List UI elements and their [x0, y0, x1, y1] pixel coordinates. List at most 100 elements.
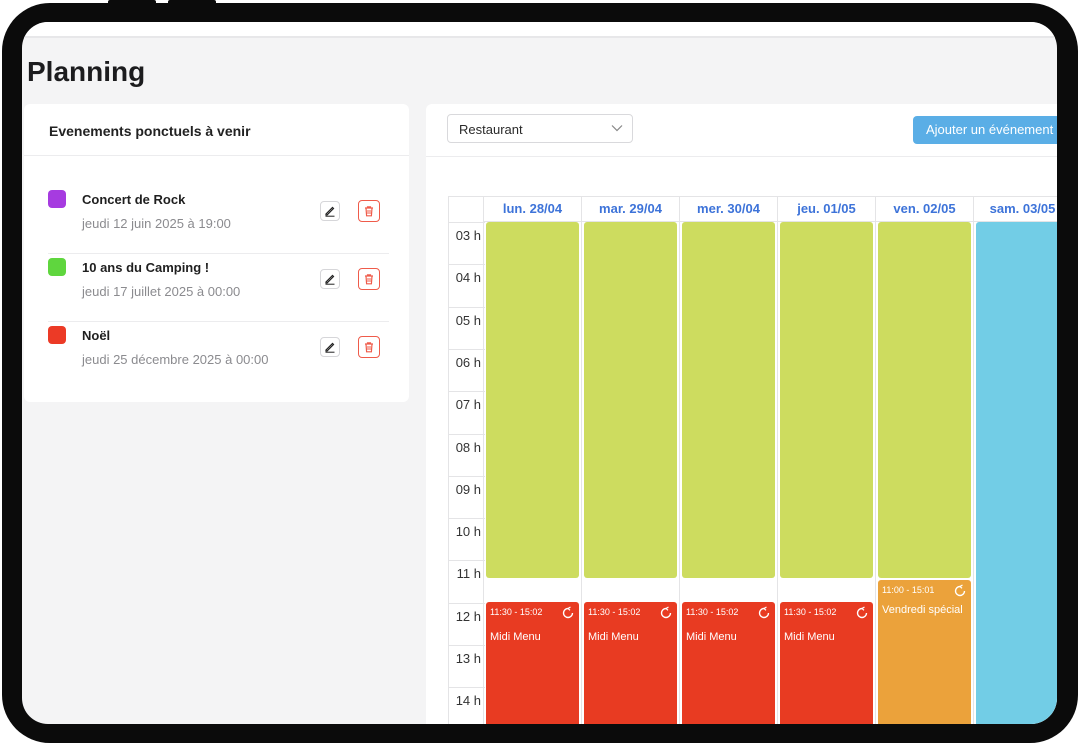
- hour-row: 14 h: [449, 687, 485, 724]
- hour-row: 03 h: [449, 222, 485, 264]
- event-title: Midi Menu: [784, 631, 835, 643]
- hour-label: 08 h: [455, 439, 481, 455]
- edit-button[interactable]: [320, 269, 340, 289]
- event-time: 11:30 - 15:02: [588, 607, 641, 617]
- recurring-icon: [856, 606, 868, 619]
- venue-select-value: Restaurant: [459, 122, 523, 137]
- recurring-icon: [562, 606, 574, 619]
- closed-block[interactable]: [878, 222, 971, 578]
- hour-label: 04 h: [455, 270, 481, 286]
- hour-label: 14 h: [455, 693, 481, 709]
- week-calendar-grid: 03 h 04 h 05 h 06 h 07 h 08 h 09 h 10 h 11 h 12 h…: [448, 196, 1057, 724]
- hour-row: 09 h: [449, 475, 485, 518]
- chevron-down-icon: [611, 125, 623, 132]
- top-bar: [22, 22, 1057, 38]
- hour-label: 07 h: [455, 397, 481, 413]
- event-time: 11:30 - 15:02: [686, 607, 739, 617]
- event-color-swatch: [48, 258, 66, 276]
- day-header[interactable]: mer. 30/04: [680, 197, 777, 222]
- event-name: Concert de Rock: [82, 192, 186, 207]
- day-column: jeu. 01/05 11:30 - 15:02 Midi Menu: [778, 196, 876, 724]
- hour-row: 08 h: [449, 433, 485, 476]
- pencil-icon: [325, 274, 335, 285]
- day-header[interactable]: sam. 03/05: [974, 197, 1057, 222]
- event-date: jeudi 17 juillet 2025 à 00:00: [82, 284, 241, 299]
- hour-row: 12 h: [449, 602, 485, 645]
- hour-label: 12 h: [455, 608, 481, 624]
- calendar-toolbar: Restaurant Ajouter un événement: [426, 104, 1057, 157]
- event-title: Midi Menu: [588, 631, 639, 643]
- add-event-button[interactable]: Ajouter un événement: [913, 116, 1057, 144]
- volume-button: [108, 0, 156, 6]
- event-title: Midi Menu: [490, 631, 541, 643]
- hour-row: 13 h: [449, 645, 485, 687]
- event-name: 10 ans du Camping !: [82, 260, 210, 275]
- closed-block[interactable]: [780, 222, 873, 578]
- event-color-swatch: [48, 326, 66, 344]
- event-time: 11:30 - 15:02: [490, 607, 543, 617]
- time-column: 03 h 04 h 05 h 06 h 07 h 08 h 09 h 10 h 11 h 12 h…: [448, 196, 485, 724]
- day-header[interactable]: lun. 28/04: [484, 197, 581, 222]
- closed-block[interactable]: [682, 222, 775, 578]
- recurring-icon: [758, 606, 770, 619]
- day-column: mar. 29/04 11:30 - 15:02 Midi Menu: [582, 196, 680, 724]
- volume-button: [168, 0, 216, 6]
- day-column: lun. 28/04 11:30 - 15:02 Midi Menu: [484, 196, 582, 724]
- delete-button[interactable]: [358, 268, 380, 290]
- hour-row: 05 h: [449, 306, 485, 349]
- calendar-event[interactable]: 11:30 - 15:02 Midi Menu: [682, 602, 775, 724]
- hour-label: 05 h: [455, 312, 481, 328]
- calendar-panel: Restaurant Ajouter un événement 03 h 04 h…: [426, 104, 1057, 724]
- hour-row: 10 h: [449, 518, 485, 560]
- event-date: jeudi 25 décembre 2025 à 00:00: [82, 352, 269, 367]
- event-item: 10 ans du Camping ! jeudi 17 juillet 202…: [48, 254, 389, 322]
- card-header: Evenements ponctuels à venir: [24, 104, 409, 156]
- event-item: Noël jeudi 25 décembre 2025 à 00:00: [48, 322, 389, 389]
- event-title: Vendredi spécial: [882, 604, 963, 616]
- event-name: Noël: [82, 328, 111, 343]
- pencil-icon: [325, 206, 335, 217]
- hour-label: 13 h: [455, 651, 481, 666]
- venue-select[interactable]: Restaurant: [447, 114, 633, 143]
- hour-row: 06 h: [449, 348, 485, 391]
- day-column: sam. 03/05: [974, 196, 1057, 724]
- event-item: Concert de Rock jeudi 12 juin 2025 à 19:…: [48, 186, 389, 254]
- recurring-icon: [954, 584, 966, 597]
- event-date: jeudi 12 juin 2025 à 19:00: [82, 216, 231, 231]
- trash-icon: [365, 342, 373, 353]
- page-title: Planning: [27, 56, 146, 87]
- day-header[interactable]: ven. 02/05: [876, 197, 973, 222]
- closed-block[interactable]: [486, 222, 579, 578]
- day-header[interactable]: jeu. 01/05: [778, 197, 875, 222]
- hour-row: 04 h: [449, 264, 485, 306]
- day-column: mer. 30/04 11:30 - 15:02 Midi Menu: [680, 196, 778, 724]
- trash-icon: [365, 206, 373, 217]
- pencil-icon: [325, 342, 335, 353]
- closed-block[interactable]: [584, 222, 677, 578]
- hour-label: 03 h: [455, 228, 481, 243]
- hour-row: 11 h: [449, 560, 485, 602]
- event-color-swatch: [48, 190, 66, 208]
- calendar-event[interactable]: 11:30 - 15:02 Midi Menu: [584, 602, 677, 724]
- edit-button[interactable]: [320, 201, 340, 221]
- calendar-event[interactable]: 11:30 - 15:02 Midi Menu: [780, 602, 873, 724]
- app-screen: Planning Evenements ponctuels à venir Co…: [22, 22, 1057, 724]
- card-title: Evenements ponctuels à venir: [49, 123, 251, 139]
- saturday-block[interactable]: [976, 222, 1057, 724]
- hour-label: 09 h: [455, 481, 481, 497]
- event-time: 11:00 - 15:01: [882, 585, 935, 595]
- hour-label: 06 h: [455, 354, 481, 370]
- hour-row: 07 h: [449, 391, 485, 433]
- event-time: 11:30 - 15:02: [784, 607, 837, 617]
- delete-button[interactable]: [358, 200, 380, 222]
- delete-button[interactable]: [358, 336, 380, 358]
- calendar-event[interactable]: 11:30 - 15:02 Midi Menu: [486, 602, 579, 724]
- hour-label: 10 h: [455, 524, 481, 540]
- day-header[interactable]: mar. 29/04: [582, 197, 679, 222]
- recurring-icon: [660, 606, 672, 619]
- day-column: ven. 02/05 11:00 - 15:01 Vendredi spécial: [876, 196, 974, 724]
- calendar-event[interactable]: 11:00 - 15:01 Vendredi spécial: [878, 580, 971, 724]
- hour-label: 11 h: [456, 566, 481, 582]
- trash-icon: [365, 274, 373, 285]
- edit-button[interactable]: [320, 337, 340, 357]
